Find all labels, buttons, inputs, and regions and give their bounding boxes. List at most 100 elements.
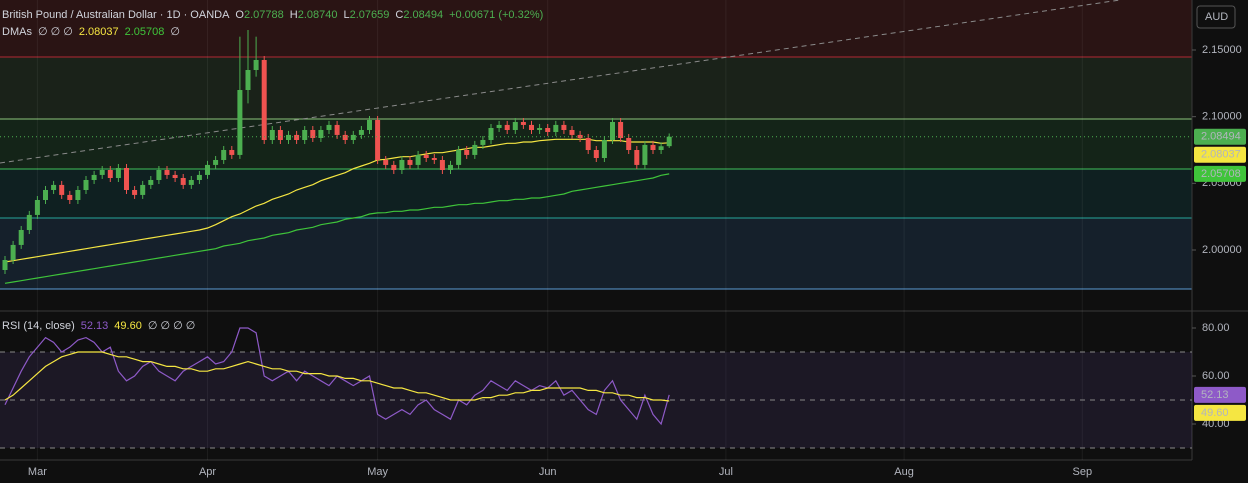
candle-body [650, 144, 656, 150]
candle-body [545, 128, 551, 132]
candle-body [221, 150, 227, 160]
candle-body [391, 164, 397, 170]
candle-body [245, 70, 251, 90]
x-tick-label: Sep [1073, 466, 1093, 478]
candle-body [512, 122, 518, 130]
ohlc-value: 2.07659 [350, 9, 390, 21]
candle-body [99, 170, 105, 175]
price-badge-label: 52.13 [1201, 389, 1229, 401]
candle-body [342, 134, 348, 140]
zone [0, 218, 1192, 289]
candle-body [456, 150, 462, 165]
zone [0, 57, 1192, 119]
y-tick-label: 2.00000 [1202, 244, 1242, 256]
candle-body [67, 194, 73, 200]
ohlc-label: O [235, 9, 244, 21]
candle-body [561, 124, 567, 130]
candle-body [286, 134, 291, 140]
candle-body [156, 170, 162, 180]
candle-body [569, 130, 575, 135]
candle-body [334, 124, 340, 135]
candle-body [132, 190, 138, 195]
currency[interactable]: AUD [1205, 11, 1228, 23]
y-tick-label: 40.00 [1202, 418, 1230, 430]
candle-body [277, 130, 283, 140]
candle-body [626, 138, 632, 150]
rsi-ma-value: 49.60 [114, 320, 142, 332]
candle-body [415, 154, 421, 165]
candle-body [196, 174, 202, 180]
candle-body [43, 190, 48, 200]
candle-body [205, 164, 210, 175]
legend: British Pound / Australian Dollar · 1D ·… [2, 5, 1236, 332]
rsi-value: 52.13 [81, 320, 109, 332]
candle-body [488, 128, 494, 140]
candle-body [34, 200, 40, 215]
price-badge [1194, 146, 1246, 163]
candle-body [658, 146, 664, 150]
candle-body [585, 138, 591, 150]
candle-body [237, 90, 243, 155]
candle-body [253, 60, 259, 70]
candle-body [601, 140, 607, 158]
price-badge-label: 2.08494 [1201, 131, 1241, 143]
candle-body [529, 124, 534, 130]
candle-body [553, 124, 559, 132]
candle-body [124, 168, 129, 190]
candle-body [375, 120, 381, 160]
candle-body [634, 150, 640, 165]
x-tick-label: May [367, 466, 388, 478]
candle-body [350, 134, 356, 140]
y-tick-label: 60.00 [1202, 370, 1230, 382]
candle-body [464, 150, 470, 155]
candle-body [472, 144, 478, 155]
candle-body [610, 122, 615, 140]
candle-body [148, 180, 154, 185]
candle-body [269, 130, 275, 140]
candle-body [318, 130, 324, 138]
price-badge [1194, 386, 1246, 403]
symbol: British Pound / Australian Dollar · 1D ·… [2, 9, 230, 21]
candle-body [115, 168, 121, 178]
candle-body [83, 180, 89, 190]
x-tick-label: Jul [719, 466, 733, 478]
ohlc-value: 2.07788 [244, 9, 284, 21]
ma-placeholder: ∅ ∅ ∅ [38, 26, 73, 38]
candle-body [480, 140, 486, 145]
candle-body [448, 164, 453, 170]
zone [0, 0, 1192, 57]
candle-body [431, 158, 437, 160]
price-badge-label: 2.08037 [1201, 149, 1241, 161]
candle-body [91, 174, 97, 180]
candle-body [294, 134, 300, 140]
candle-body [399, 160, 405, 170]
candle-body [213, 160, 219, 165]
candle-body [261, 60, 267, 140]
x-tick-label: Apr [199, 466, 216, 478]
moving-average [4, 173, 670, 284]
ma-placeholder: ∅ [170, 26, 180, 38]
ma-legend: DMAs ∅ ∅ ∅ 2.08037 2.05708 ∅ [2, 26, 180, 38]
drawings [0, 0, 1248, 461]
candle-body [59, 184, 65, 195]
candle-body [18, 230, 24, 245]
moving-average [4, 138, 670, 263]
candle-body [310, 130, 316, 138]
x-tick-label: Aug [894, 466, 914, 478]
y-tick-label: 80.00 [1202, 322, 1230, 334]
candle-body [107, 170, 113, 178]
candle-body [229, 150, 235, 155]
ohlc-label: C [395, 9, 403, 21]
rsi-title: RSI (14, close) [2, 320, 75, 332]
price-badge [1194, 165, 1246, 182]
candle-body [180, 178, 186, 185]
price-badge [1194, 128, 1246, 145]
price-badge-label: 2.05708 [1201, 168, 1241, 180]
currency-box[interactable] [1196, 5, 1236, 29]
y-tick-label: 2.15000 [1202, 44, 1242, 56]
candle-body [407, 160, 413, 165]
price-badge-label: 49.60 [1201, 407, 1229, 419]
price-badge [1194, 404, 1246, 421]
